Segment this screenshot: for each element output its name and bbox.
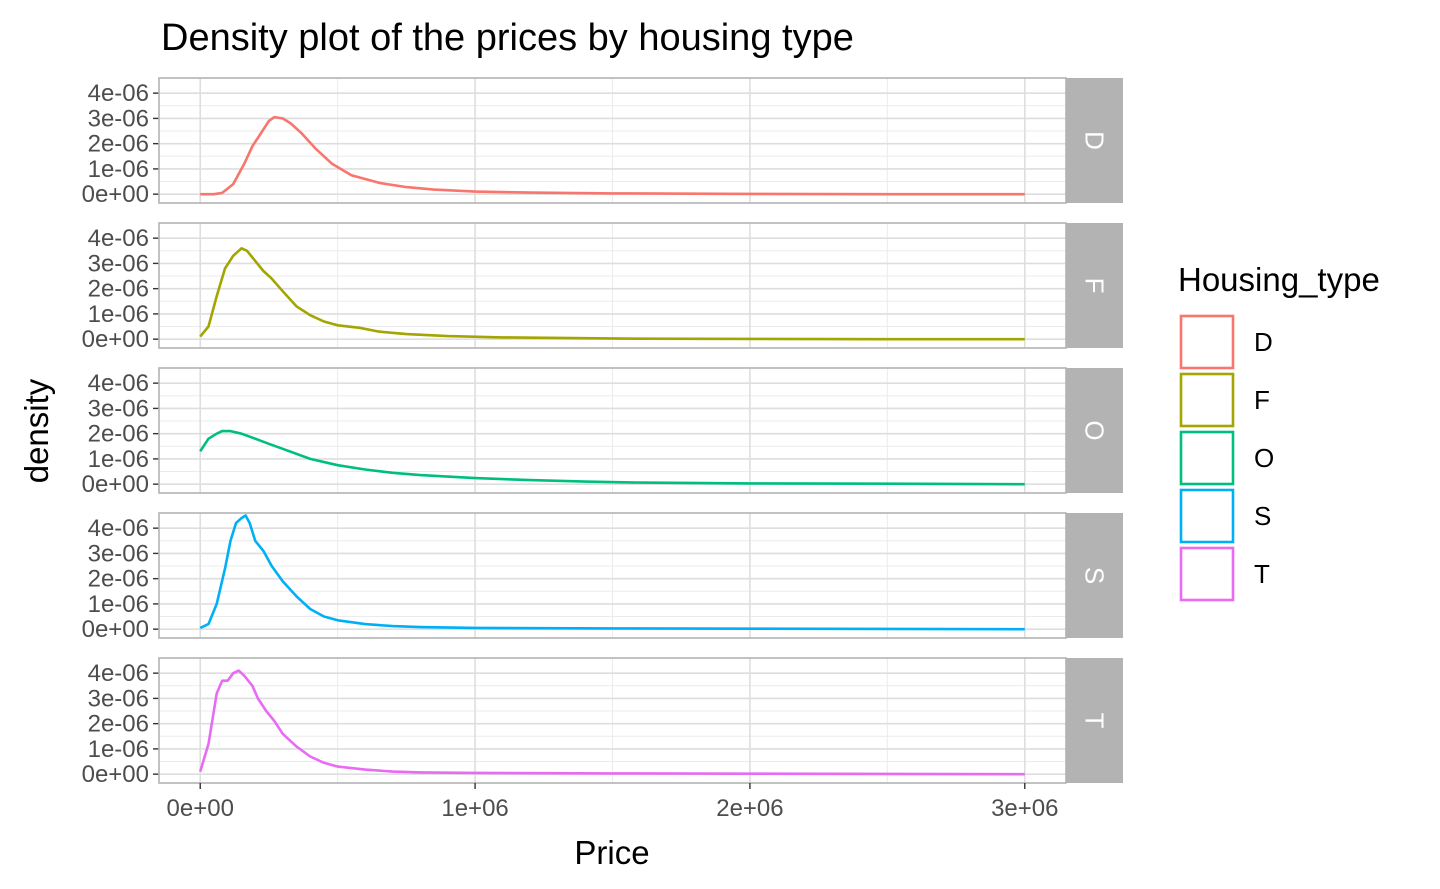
chart-title: Density plot of the prices by housing ty…: [161, 17, 854, 59]
x-tick-label: 3e+06: [991, 795, 1058, 822]
facet-strip-label: S: [1080, 567, 1110, 584]
facet-strip-label: F: [1080, 278, 1110, 294]
y-tick-label: 4e-06: [88, 660, 149, 687]
facet-strip: [1066, 223, 1123, 348]
density-line-O: [199, 429, 1025, 486]
y-tick-label: 3e-06: [88, 685, 149, 712]
y-tick-label: 1e-06: [88, 591, 149, 618]
y-tick-label: 0e+00: [82, 181, 149, 208]
y-tick-label: 4e-06: [88, 370, 149, 397]
x-tick-label: 0e+00: [167, 795, 234, 822]
legend-title: Housing_type: [1178, 261, 1380, 298]
facet-strip-label: T: [1080, 713, 1110, 729]
y-tick-label: 4e-06: [88, 80, 149, 107]
legend-key: [1179, 314, 1235, 370]
y-tick-label: 4e-06: [88, 515, 149, 542]
y-tick-label: 1e-06: [88, 736, 149, 763]
legend-label: T: [1254, 559, 1270, 589]
facet-strip: [1066, 368, 1123, 493]
y-tick-label: 3e-06: [88, 540, 149, 567]
legend-entry-O: O: [1179, 430, 1274, 486]
y-tick-label: 2e-06: [88, 276, 149, 303]
facet-strip-label: O: [1080, 420, 1110, 440]
legend-entry-D: D: [1179, 314, 1273, 370]
facet-strip: [1066, 78, 1123, 203]
legend-entry-F: F: [1179, 372, 1270, 428]
y-tick-label: 0e+00: [82, 326, 149, 353]
y-axis-title: density: [18, 378, 55, 483]
x-tick-label: 2e+06: [716, 795, 783, 822]
legend-label: F: [1254, 385, 1270, 415]
facet-strip: [1066, 513, 1123, 638]
legend-label: S: [1254, 501, 1271, 531]
facet-panels: 0e+001e-062e-063e-064e-06D0e+001e-062e-0…: [82, 77, 1123, 788]
legend-key: [1179, 430, 1235, 486]
legend-key: [1179, 372, 1235, 428]
x-tick-label: 1e+06: [441, 795, 508, 822]
y-tick-label: 1e-06: [88, 301, 149, 328]
density-line-F: [199, 247, 1025, 341]
y-tick-label: 2e-06: [88, 421, 149, 448]
facet-strip: [1066, 658, 1123, 783]
y-tick-label: 1e-06: [88, 156, 149, 183]
density-line-S: [199, 514, 1025, 631]
y-tick-label: 1e-06: [88, 446, 149, 473]
y-tick-label: 2e-06: [88, 566, 149, 593]
density-line-D: [200, 115, 1025, 196]
density-line-T: [198, 669, 1025, 776]
y-tick-label: 4e-06: [88, 225, 149, 252]
y-tick-label: 3e-06: [88, 250, 149, 277]
y-tick-label: 3e-06: [88, 105, 149, 132]
y-tick-label: 0e+00: [82, 761, 149, 788]
legend-label: D: [1254, 327, 1273, 357]
legend-entry-S: S: [1179, 488, 1271, 544]
y-tick-label: 2e-06: [88, 711, 149, 738]
x-axis-title: Price: [574, 834, 649, 871]
legend-label: O: [1254, 443, 1274, 473]
legend-key: [1179, 546, 1235, 602]
legend-key: [1179, 488, 1235, 544]
y-tick-label: 0e+00: [82, 471, 149, 498]
y-tick-label: 0e+00: [82, 616, 149, 643]
y-tick-label: 2e-06: [88, 131, 149, 158]
facet-strip-label: D: [1080, 131, 1110, 150]
y-tick-label: 3e-06: [88, 395, 149, 422]
legend-entry-T: T: [1179, 546, 1270, 602]
x-axis: 0e+00 1e+06 2e+06 3e+06: [167, 783, 1058, 822]
